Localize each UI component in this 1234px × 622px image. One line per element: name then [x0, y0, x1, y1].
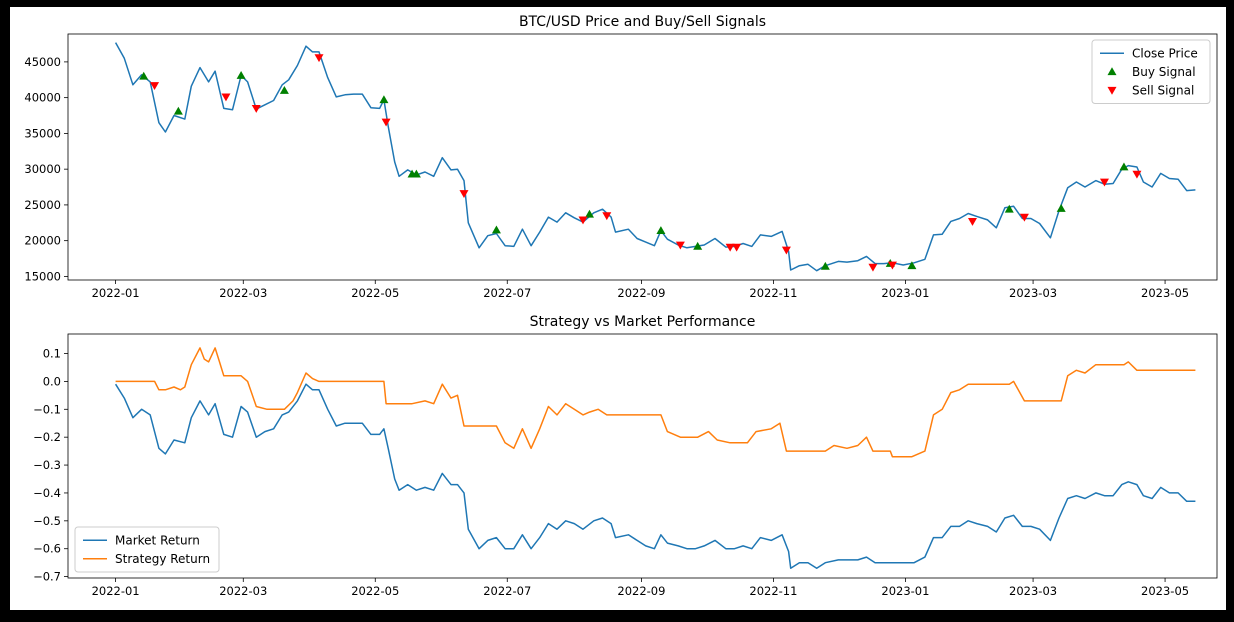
legend-label: Sell Signal — [1132, 83, 1194, 97]
y-tick-label: 30000 — [24, 162, 61, 176]
sell-signal-marker — [150, 82, 160, 90]
legend-label: Close Price — [1132, 46, 1198, 60]
sell-signal-marker — [221, 93, 231, 102]
sell-signal-marker — [868, 263, 878, 272]
sell-signal-marker — [314, 54, 324, 63]
x-tick-label: 2022-01 — [92, 286, 140, 300]
sell-signal-marker — [781, 246, 791, 255]
y-tick-label: −0.7 — [33, 570, 61, 584]
legend-label: Buy Signal — [1132, 65, 1196, 79]
series-line-strategy-return — [115, 347, 1196, 458]
chart-title: Strategy vs Market Performance — [530, 314, 756, 330]
buy-signal-marker — [656, 226, 666, 235]
x-tick-label: 2023-01 — [881, 584, 929, 598]
y-tick-label: 25000 — [24, 198, 61, 212]
sell-signal-marker — [578, 216, 588, 225]
sell-signal-marker — [675, 241, 685, 250]
legend-box — [74, 526, 220, 573]
axes-frame — [67, 33, 1218, 281]
buy-signal-marker — [173, 106, 183, 115]
legend-swatch — [1107, 86, 1117, 95]
buy-signal-marker — [491, 225, 501, 234]
buy-signal-marker — [139, 71, 149, 80]
buy-signal-marker — [379, 95, 389, 104]
x-tick-label: 2022-09 — [617, 286, 665, 300]
x-tick-label: 2023-03 — [1009, 584, 1057, 598]
y-tick-label: −0.2 — [33, 430, 61, 444]
sell-signal-marker — [602, 212, 612, 221]
y-tick-label: −0.1 — [33, 402, 61, 416]
sell-signal-marker — [887, 261, 897, 270]
y-tick-label: 0.0 — [43, 374, 61, 388]
chart-title: BTC/USD Price and Buy/Sell Signals — [519, 14, 766, 30]
y-tick-label: −0.5 — [33, 514, 61, 528]
legend-label: Market Return — [115, 533, 200, 547]
x-tick-label: 2023-01 — [881, 286, 929, 300]
sell-signal-marker — [1019, 213, 1029, 222]
y-tick-label: 0.1 — [43, 347, 61, 361]
x-tick-label: 2022-07 — [483, 584, 531, 598]
legend: Close Price Buy Signal Sell Signal — [1091, 39, 1211, 104]
series-line-close-price — [114, 42, 1196, 272]
buy-signal-marker — [1056, 203, 1066, 212]
axes-frame — [67, 333, 1218, 579]
y-tick-label: −0.6 — [33, 542, 61, 556]
series-line-market-return — [114, 383, 1196, 569]
x-tick-label: 2023-03 — [1009, 286, 1057, 300]
x-tick-label: 2022-11 — [749, 584, 797, 598]
y-tick-label: −0.3 — [33, 458, 61, 472]
buy-signal-marker — [1004, 204, 1014, 213]
legend-label: Strategy Return — [115, 552, 210, 566]
buy-signal-marker — [693, 241, 703, 250]
y-tick-label: 35000 — [24, 126, 61, 140]
y-tick-label: 40000 — [24, 91, 61, 105]
sell-signal-marker — [732, 243, 742, 252]
x-tick-label: 2023-05 — [1141, 584, 1189, 598]
y-tick-label: 20000 — [24, 234, 61, 248]
x-tick-label: 2022-01 — [92, 584, 140, 598]
sell-signal-marker — [251, 104, 261, 113]
x-tick-label: 2022-11 — [749, 286, 797, 300]
buy-signal-marker — [584, 209, 594, 218]
x-tick-label: 2023-05 — [1141, 286, 1189, 300]
legend-box — [1091, 39, 1211, 104]
figure-canvas: BTC/USD Price and Buy/Sell Signals 2022-0… — [10, 7, 1226, 610]
buy-signal-marker — [279, 85, 289, 94]
buy-signal-marker — [907, 261, 917, 270]
x-tick-label: 2022-07 — [483, 286, 531, 300]
y-tick-label: 45000 — [24, 55, 61, 69]
buy-signal-marker — [820, 261, 830, 270]
sell-signal-marker — [459, 190, 469, 198]
figure-svg: BTC/USD Price and Buy/Sell Signals 2022-0… — [24, 14, 1218, 598]
x-tick-label: 2022-03 — [219, 584, 267, 598]
sell-signal-marker — [725, 243, 735, 252]
sell-signal-marker — [381, 118, 391, 127]
buy-signal-marker — [236, 70, 246, 79]
y-tick-label: −0.4 — [33, 486, 61, 500]
sell-signal-marker — [967, 217, 977, 226]
chart-panel-2: Strategy vs Market Performance 2022-01 202… — [33, 314, 1218, 598]
sell-signal-marker — [1132, 170, 1142, 179]
buy-signal-marker — [1119, 162, 1129, 171]
sell-signal-marker — [1099, 178, 1109, 187]
legend-swatch — [1107, 67, 1117, 76]
x-tick-label: 2022-03 — [219, 286, 267, 300]
chart-panel-1: BTC/USD Price and Buy/Sell Signals 2022-0… — [24, 14, 1218, 300]
legend: Market Return Strategy Return — [74, 526, 220, 573]
buy-signal-marker — [411, 169, 421, 178]
x-tick-label: 2022-05 — [351, 286, 399, 300]
x-tick-label: 2022-09 — [617, 584, 665, 598]
y-tick-label: 15000 — [24, 269, 61, 283]
x-tick-label: 2022-05 — [351, 584, 399, 598]
